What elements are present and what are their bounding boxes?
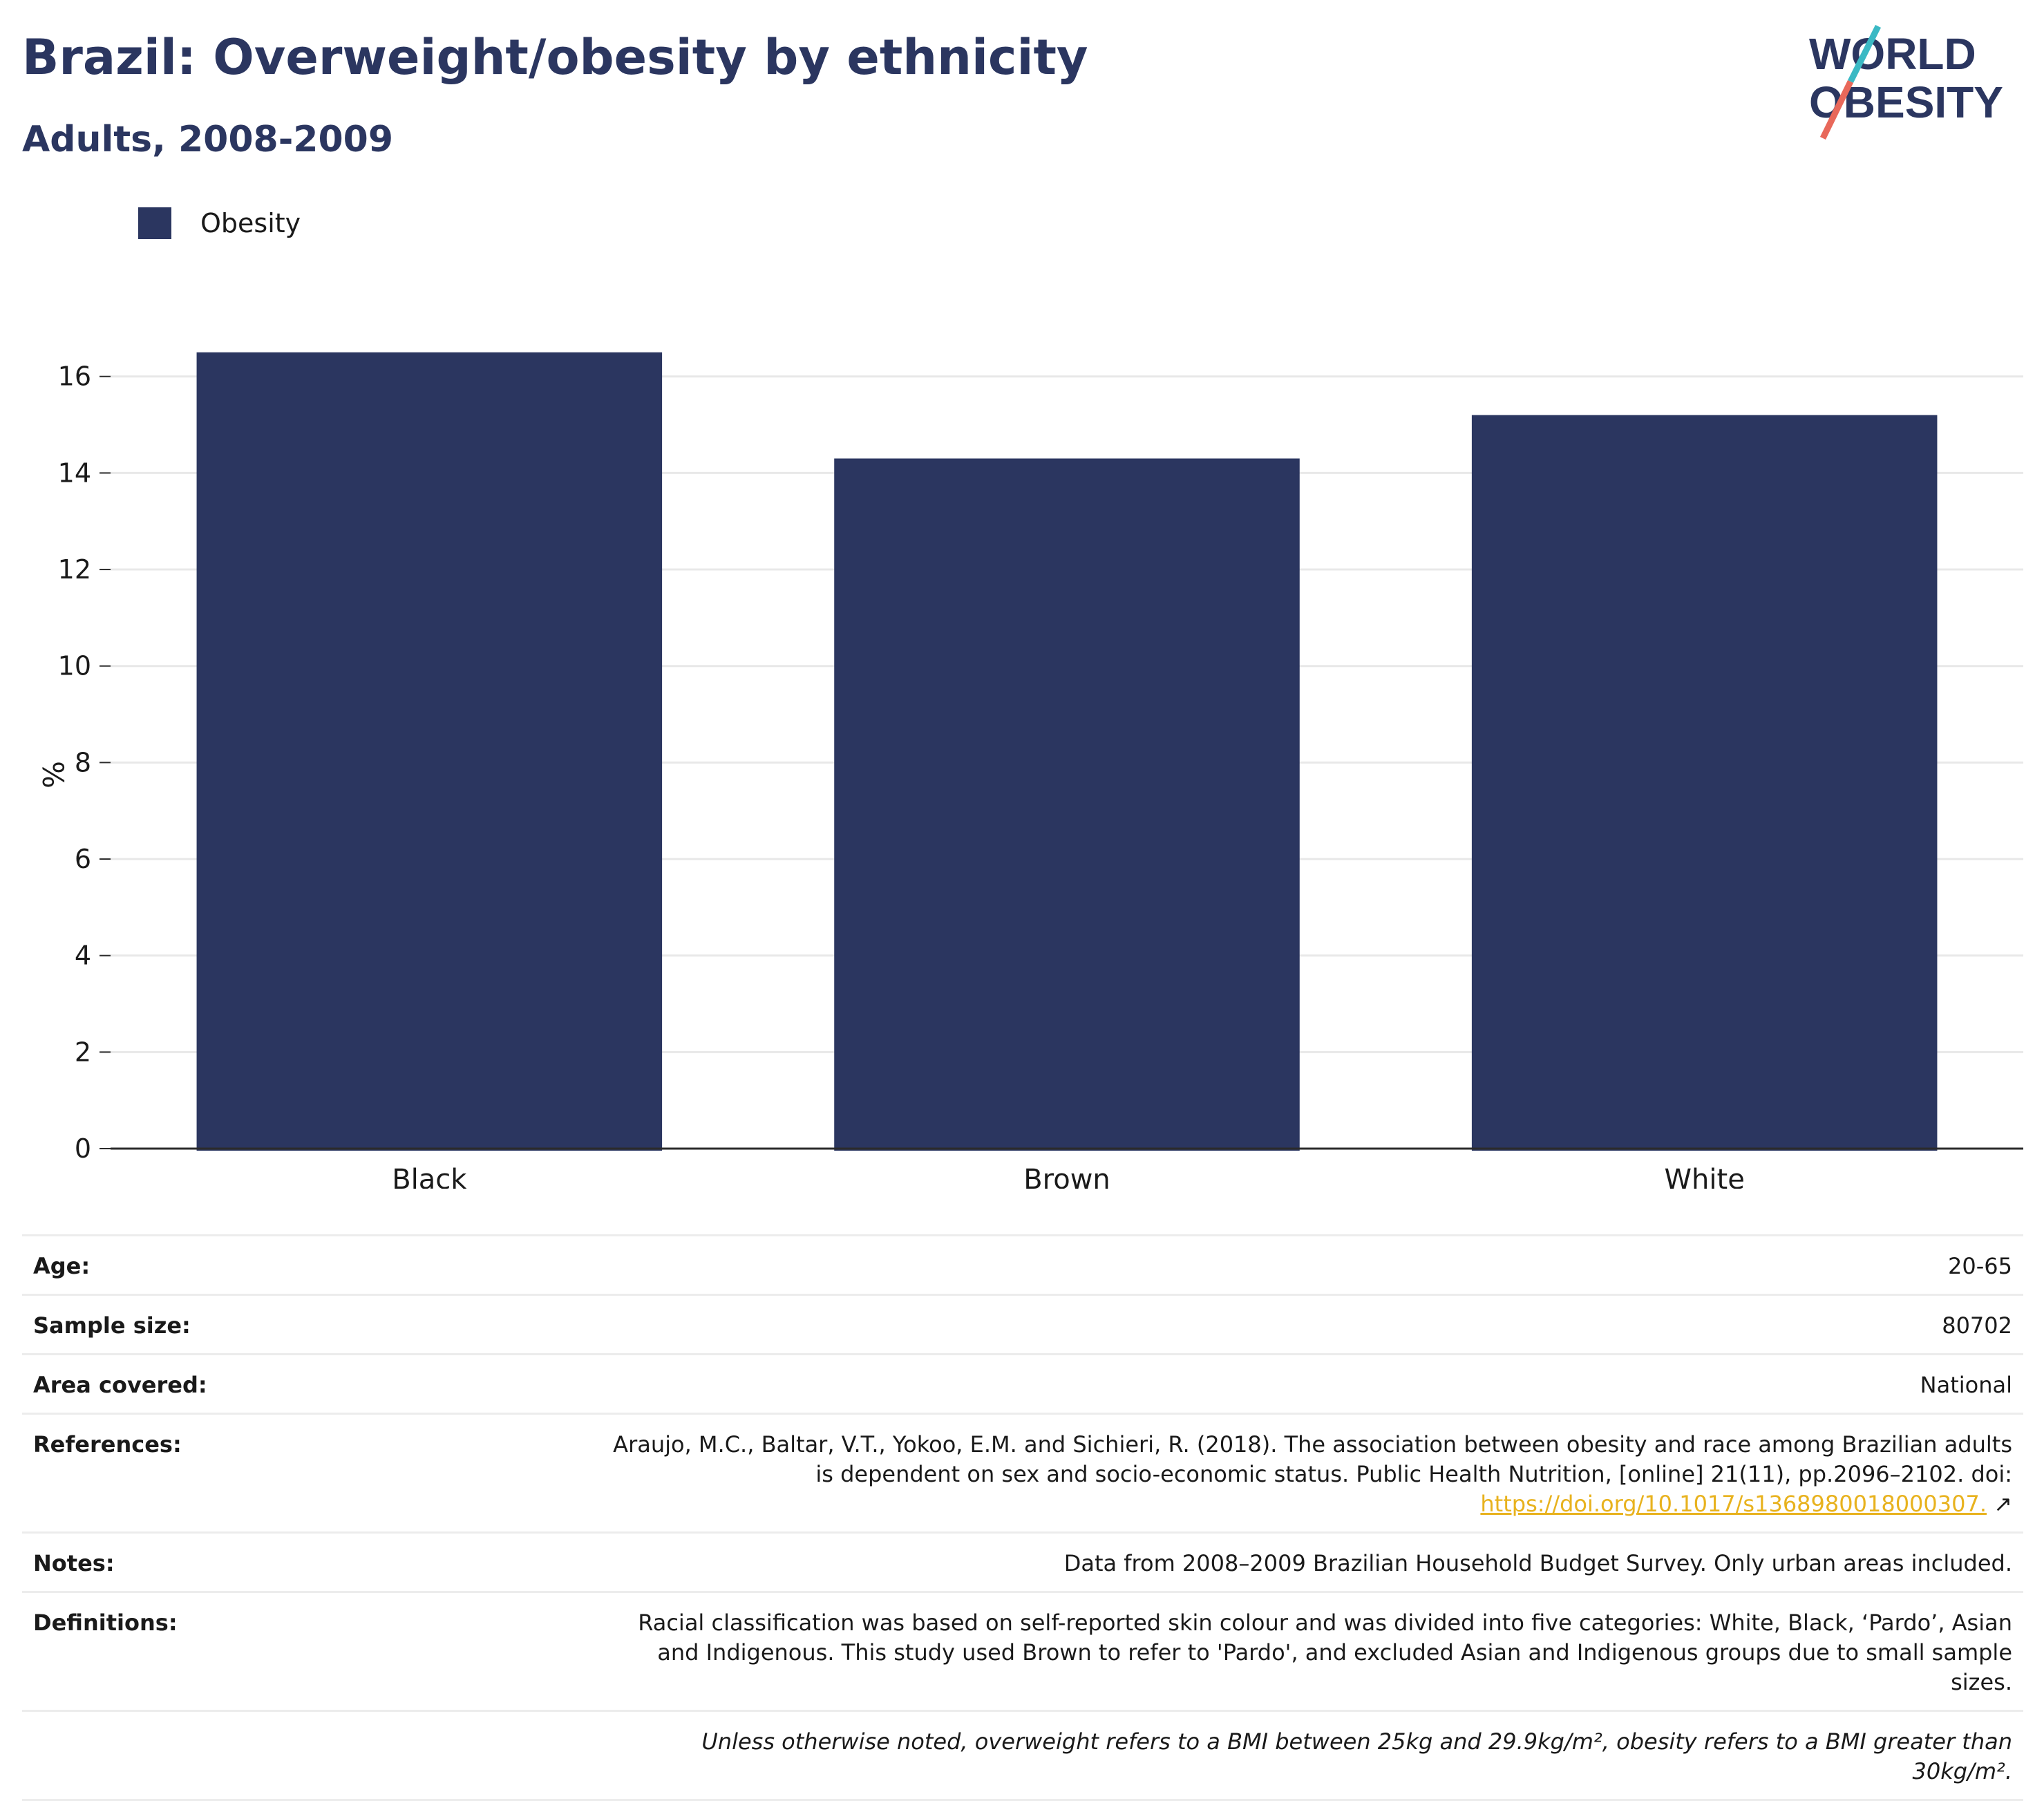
y-tick-label: 4	[75, 941, 91, 971]
logo-line1: WORLD	[1809, 29, 1976, 79]
world-obesity-logo: WORLD OBESITY	[1809, 24, 2003, 140]
y-axis-label: %	[36, 761, 70, 789]
bar-chart: 0 2 4 6 8 10 12 14 16 Black Brown White %	[36, 352, 2023, 1189]
logo-slash-top	[1847, 24, 1882, 84]
y-tick-label: 14	[58, 458, 91, 488]
reference-text: Araujo, M.C., Baltar, V.T., Yokoo, E.M. …	[613, 1431, 2012, 1487]
reference-doi-link[interactable]: https://doi.org/10.1017/s136898001800030…	[1480, 1491, 1987, 1517]
bar-black	[196, 352, 663, 1151]
external-link-icon[interactable]: ↗	[1994, 1491, 2012, 1517]
meta-row-area: Area covered: National	[22, 1353, 2023, 1413]
bar-brown	[834, 458, 1300, 1151]
x-tick-label-black: Black	[392, 1164, 467, 1189]
meta-row-sample-size: Sample size: 80702	[22, 1294, 2023, 1353]
chart-title: Brazil: Overweight/obesity by ethnicity	[22, 29, 1088, 86]
bars	[196, 352, 1938, 1151]
chart-subtitle: Adults, 2008-2009	[22, 119, 394, 160]
meta-key-age: Age:	[33, 1253, 91, 1279]
y-tick-label: 12	[58, 554, 91, 585]
meta-val-references: Araujo, M.C., Baltar, V.T., Yokoo, E.M. …	[609, 1430, 2012, 1519]
y-tick-label: 0	[75, 1133, 91, 1164]
y-tick-label: 10	[58, 651, 91, 681]
meta-key-area: Area covered:	[33, 1372, 207, 1398]
meta-val-notes: Data from 2008–2009 Brazilian Household …	[1063, 1550, 2012, 1576]
meta-row-notes: Notes: Data from 2008–2009 Brazilian Hou…	[22, 1531, 2023, 1591]
meta-row-references: References: Araujo, M.C., Baltar, V.T., …	[22, 1413, 2023, 1531]
y-axis-ticks: 0 2 4 6 8 10 12 14 16	[58, 361, 111, 1164]
y-tick-label: 16	[58, 361, 91, 392]
meta-key-sample-size: Sample size:	[33, 1312, 191, 1339]
logo-slash-bottom	[1819, 80, 1854, 140]
meta-val-sample-size: 80702	[1942, 1312, 2012, 1339]
bar-white	[1471, 415, 1938, 1151]
meta-row-age: Age: 20-65	[22, 1234, 2023, 1294]
meta-val-footnote: Unless otherwise noted, overweight refer…	[701, 1728, 2012, 1784]
legend[interactable]: Obesity	[138, 207, 301, 239]
legend-label-obesity: Obesity	[200, 208, 301, 238]
metadata-table: Age: 20-65 Sample size: 80702 Area cover…	[22, 1234, 2023, 1801]
x-axis-ticks: Black Brown White	[392, 1164, 1745, 1189]
meta-row-footnote: Unless otherwise noted, overweight refer…	[22, 1710, 2023, 1801]
meta-key-references: References:	[33, 1431, 182, 1458]
y-tick-label: 8	[75, 747, 91, 777]
meta-val-area: National	[1920, 1372, 2012, 1398]
x-tick-label-white: White	[1665, 1164, 1745, 1189]
y-tick-label: 2	[75, 1037, 91, 1067]
meta-row-definitions: Definitions: Racial classification was b…	[22, 1591, 2023, 1710]
y-tick-label: 6	[75, 844, 91, 874]
legend-swatch-obesity	[138, 207, 171, 239]
meta-key-definitions: Definitions:	[33, 1610, 178, 1636]
x-tick-label-brown: Brown	[1023, 1164, 1110, 1189]
meta-key-notes: Notes:	[33, 1550, 115, 1576]
meta-val-definitions: Racial classification was based on self-…	[638, 1610, 2012, 1695]
meta-val-age: 20-65	[1948, 1253, 2012, 1279]
